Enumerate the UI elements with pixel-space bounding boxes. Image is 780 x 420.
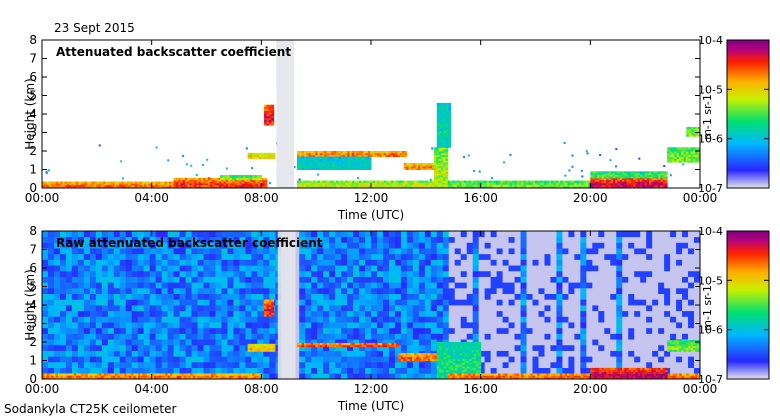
backscatter-layer-1-9 [434, 147, 449, 189]
chart-title-2: Raw attenuated backscatter coefficient [56, 236, 323, 250]
backscatter-layer-1-5 [264, 104, 275, 126]
backscatter-layer-2-9 [667, 340, 701, 352]
y-tick-label-2-3: 2 [29, 335, 37, 349]
colorbar-tick-label-2-1: 10-7 [698, 373, 723, 386]
x-axis-label-2: Time (UTC) [337, 399, 404, 413]
x-tick-label-1-2: 04:00 [134, 191, 169, 205]
y-tick-label-1-3: 2 [29, 144, 37, 158]
backscatter-layer-2-8 [590, 367, 668, 380]
backscatter-layer-1-7 [296, 156, 372, 170]
colorbar-tick-label-1-3: 10-5 [698, 83, 723, 96]
backscatter-layer-1-8 [403, 163, 438, 170]
noise-field-2 [42, 231, 701, 380]
backscatter-layer-1-15 [667, 147, 701, 163]
backscatter-layer-1-12 [447, 180, 591, 189]
y-tick-label-2-9: 8 [29, 224, 37, 238]
backscatter-layer-2-4 [296, 342, 399, 348]
date-label: 23 Sept 2015 [54, 21, 135, 35]
colorbar-2 [726, 230, 770, 380]
y-tick-label-1-4: 3 [29, 126, 37, 140]
x-tick-label-2-2: 04:00 [134, 382, 169, 396]
x-tick-label-1-3: 08:00 [244, 191, 279, 205]
backscatter-layer-1-14 [590, 171, 668, 179]
colorbar-tick-label-2-2: 10-6 [698, 324, 723, 337]
y-tick-label-1-9: 8 [29, 33, 37, 47]
chart-title-1: Attenuated backscatter coefficient [56, 45, 291, 59]
x-tick-label-2-7: 00:00 [683, 382, 718, 396]
data-gap-1-1 [276, 40, 295, 188]
backscatter-layer-1-13 [590, 177, 668, 189]
y-tick-label-2-5: 4 [29, 298, 37, 312]
backscatter-layer-1-3 [220, 175, 262, 181]
x-tick-label-2-3: 08:00 [244, 382, 279, 396]
y-tick-label-2-8: 7 [29, 243, 37, 257]
backscatter-layer-1-1 [42, 181, 175, 189]
x-tick-label-2-1: 00:00 [25, 382, 60, 396]
y-tick-label-1-6: 5 [29, 89, 37, 103]
y-tick-label-1-5: 4 [29, 107, 37, 121]
colorbar-tick-label-1-2: 10-6 [698, 133, 723, 146]
colorbar-label-1: m-1 sr-1 [701, 94, 714, 140]
colorbar-tick-label-2-3: 10-5 [698, 274, 723, 287]
backscatter-layer-1-10 [436, 102, 452, 148]
data-gap-2-1 [277, 231, 296, 379]
x-tick-label-2-4: 12:00 [354, 382, 389, 396]
colorbar-label-2: m-1 sr-1 [701, 285, 714, 331]
colorbar-tick-label-2-4: 10-4 [698, 225, 723, 238]
colorbar-1 [726, 39, 770, 189]
y-tick-label-2-4: 3 [29, 317, 37, 331]
backscatter-layer-2-1 [42, 373, 262, 380]
y-axis-label-2: Height (km) [23, 269, 37, 340]
footer-label: Sodankyla CT25K ceilometer [4, 402, 177, 416]
x-tick-label-1-1: 00:00 [25, 191, 60, 205]
backscatter-layer-2-2 [264, 299, 275, 317]
x-tick-label-1-4: 12:00 [354, 191, 389, 205]
backscatter-layer-1-16 [686, 126, 701, 137]
y-tick-label-1-8: 7 [29, 52, 37, 66]
x-tick-label-2-6: 20:00 [573, 382, 608, 396]
x-tick-label-1-5: 16:00 [463, 191, 498, 205]
backscatter-layer-1-11 [296, 180, 438, 189]
x-tick-label-2-5: 16:00 [463, 382, 498, 396]
y-tick-label-2-7: 6 [29, 261, 37, 275]
backscatter-layer-2-3 [247, 343, 276, 352]
y-axis-label-1: Height (km) [23, 78, 37, 149]
colorbar-tick-label-1-1: 10-7 [698, 182, 723, 195]
x-axis-label-1: Time (UTC) [337, 208, 404, 222]
backscatter-layer-1-6 [296, 151, 408, 158]
backscatter-layer-1-4 [247, 152, 276, 159]
colorbar-tick-label-1-4: 10-4 [698, 34, 723, 47]
y-tick-label-2-1: 0 [29, 372, 37, 386]
y-tick-label-1-2: 1 [29, 163, 37, 177]
x-tick-label-1-7: 00:00 [683, 191, 718, 205]
y-tick-label-1-7: 6 [29, 70, 37, 84]
y-tick-label-2-2: 1 [29, 354, 37, 368]
backscatter-layer-2-5 [398, 353, 438, 361]
x-tick-label-1-6: 20:00 [573, 191, 608, 205]
y-tick-label-1-1: 0 [29, 181, 37, 195]
y-tick-label-2-6: 5 [29, 280, 37, 294]
